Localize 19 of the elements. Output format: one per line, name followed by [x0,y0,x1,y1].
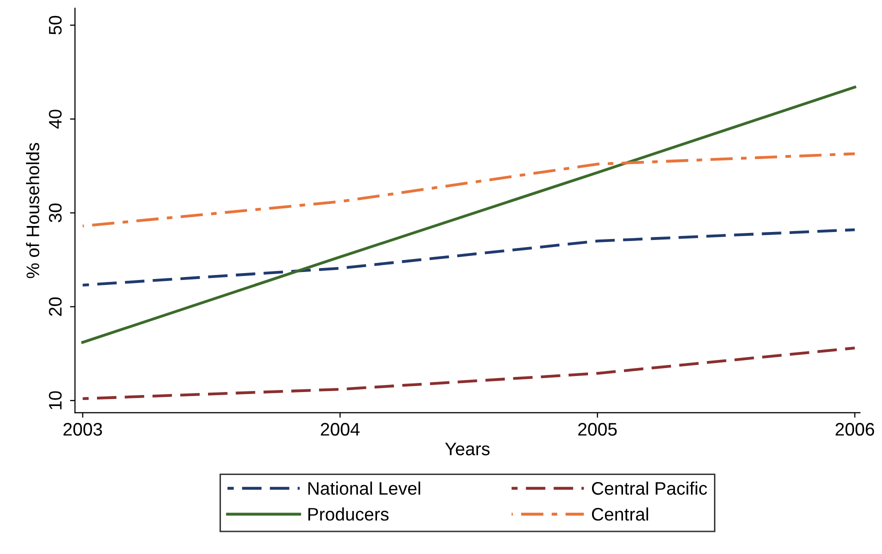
x-tick-label: 2006 [836,422,874,436]
line-series [81,152,856,228]
line-series [81,228,856,287]
x-tick-label: 2005 [578,422,617,436]
y-tick-label: 50 [48,16,62,35]
line-series [81,86,856,344]
x-axis-title: Years [445,442,490,456]
y-tick-label: 30 [48,204,62,222]
y-tick-label: 20 [48,297,62,316]
y-axis-title: % of Households [26,142,40,278]
y-tick-label: 10 [48,391,62,410]
x-tick-label: 2003 [64,422,102,436]
legend-label: Central Pacific [592,482,707,495]
y-tick-label: 40 [48,110,62,129]
legend-label: National Level [308,482,420,495]
legend-label: Producers [308,507,389,521]
legend-label: Central [592,507,648,521]
x-tick-label: 2004 [320,422,360,436]
line-series [81,346,856,400]
